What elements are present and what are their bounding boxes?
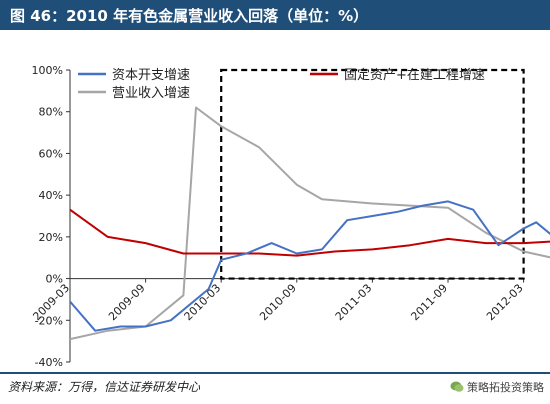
- legend-label: 资本开支增速: [112, 68, 190, 83]
- highlight-box: [220, 68, 525, 280]
- x-tick-label: 2011-09: [408, 282, 450, 324]
- series-line-2: [69, 208, 550, 257]
- series-line-1: [69, 200, 550, 332]
- x-tick-label: 2009-09: [106, 282, 148, 324]
- y-tick-label: 60%: [39, 147, 63, 160]
- x-tick-label: 2011-03: [333, 282, 375, 324]
- series-line-3: [69, 106, 550, 341]
- y-tick-label: -40%: [35, 356, 63, 369]
- chat-bubble-icon: [450, 381, 464, 392]
- title-bar: 图 46：2010 年有色金属营业收入回落（单位：%）: [0, 0, 550, 30]
- y-tick-label: 100%: [32, 64, 63, 77]
- y-tick-label: 80%: [39, 106, 63, 119]
- chart-axes: -40%-20%0%20%40%60%80%100%2009-03 2009-09…: [30, 64, 526, 369]
- watermark-text: 策略拓投资策略: [467, 381, 544, 394]
- source-note: 资料来源：万得，信达证券研发中心: [8, 380, 201, 394]
- y-tick-label: 40%: [39, 189, 63, 202]
- legend-label: 固定资产+在建工程增速: [344, 68, 485, 83]
- legend-label: 营业收入增速: [112, 86, 190, 101]
- y-tick-label: 0%: [46, 273, 63, 286]
- line-chart: -40%-20%0%20%40%60%80%100%2009-03 2009-09…: [30, 64, 550, 369]
- footer-divider: [0, 372, 550, 374]
- chart-series: [69, 106, 550, 341]
- watermark: 策略拓投资策略: [450, 379, 544, 395]
- x-tick-label: 2010-03: [182, 282, 224, 324]
- x-tick-label: 2012-03: [484, 282, 526, 324]
- y-tick-label: -20%: [35, 314, 63, 327]
- y-tick-label: 20%: [39, 231, 63, 244]
- x-tick-label: 2010-09: [257, 282, 299, 324]
- figure-title: 图 46：2010 年有色金属营业收入回落（单位：%）: [10, 7, 369, 25]
